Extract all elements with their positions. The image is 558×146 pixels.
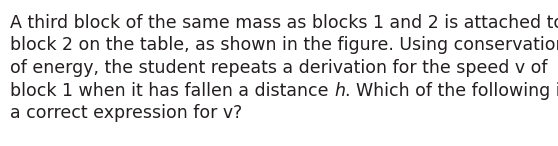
Text: h: h <box>334 81 345 100</box>
Text: block 2 on the table, as shown in the figure. Using conservation: block 2 on the table, as shown in the fi… <box>10 36 558 54</box>
Text: A third block of the same mass as blocks 1 and 2 is attached to: A third block of the same mass as blocks… <box>10 14 558 32</box>
Text: block 1 when it has fallen a distance: block 1 when it has fallen a distance <box>10 81 334 100</box>
Text: a correct expression for v?: a correct expression for v? <box>10 104 242 122</box>
Text: . Which of the following is: . Which of the following is <box>345 81 558 100</box>
Text: of energy, the student repeats a derivation for the speed v of: of energy, the student repeats a derivat… <box>10 59 547 77</box>
